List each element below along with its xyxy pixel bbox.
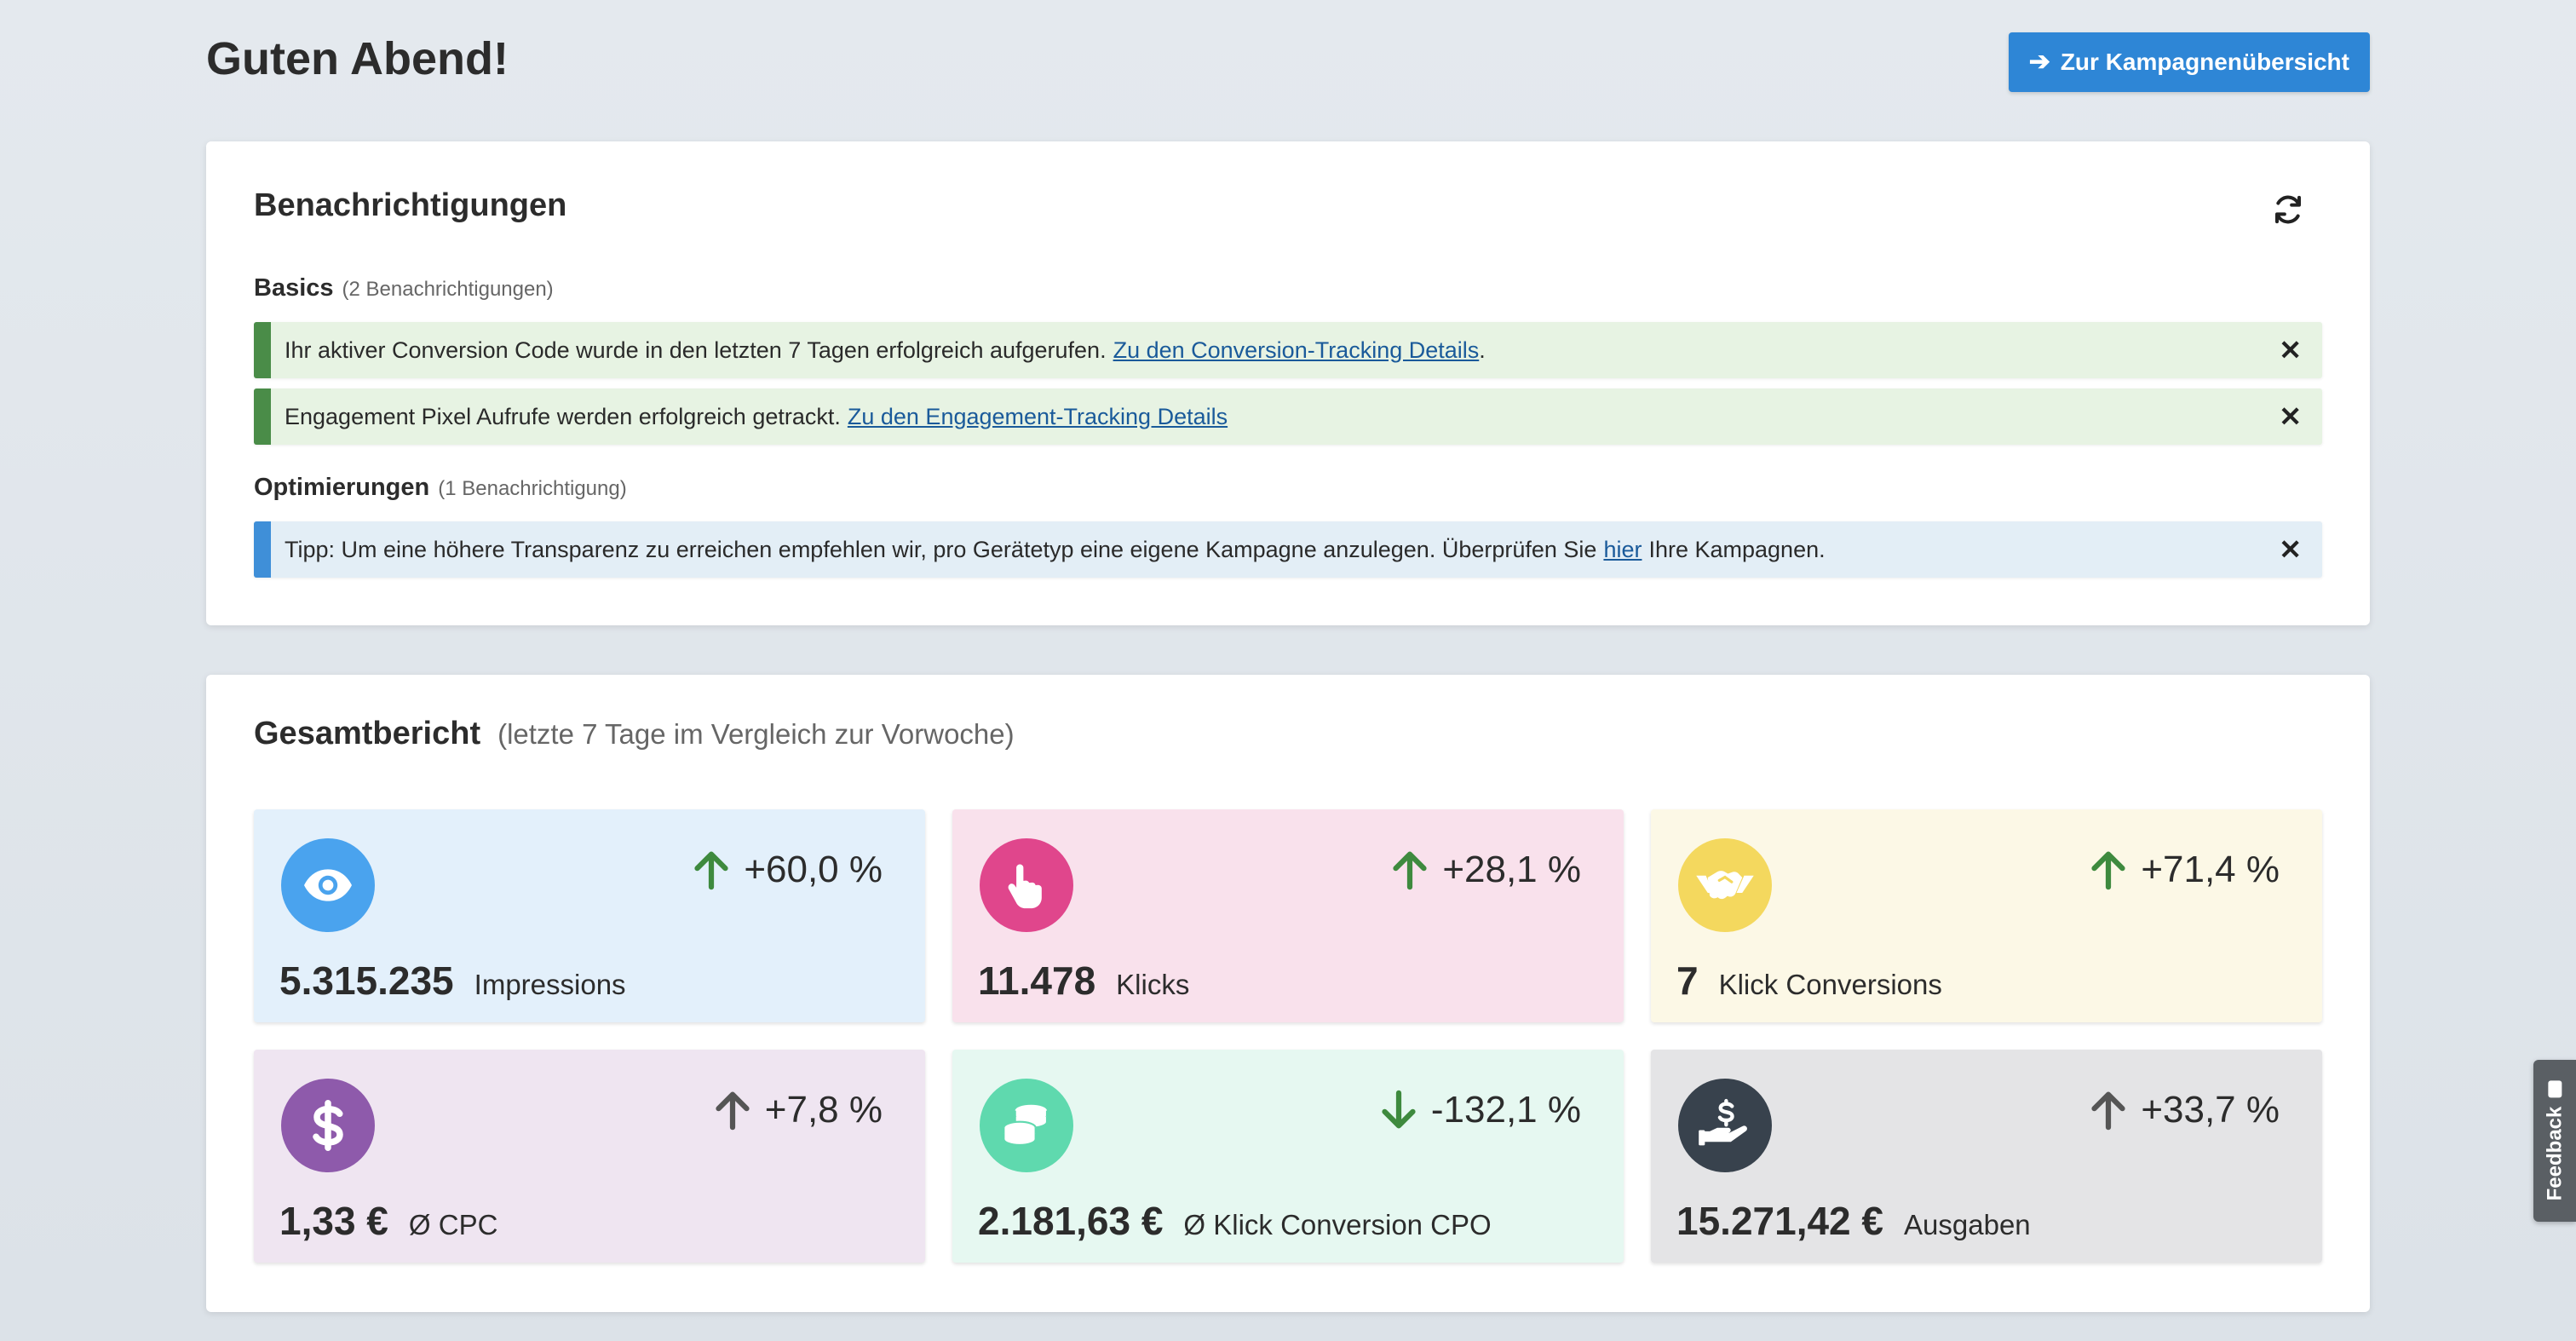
alert-tip-device-campaigns: Tipp: Um eine höhere Transparenz zu erre… bbox=[254, 521, 2322, 578]
alert-text-after: Ihre Kampagnen. bbox=[1648, 536, 1826, 562]
close-icon[interactable]: ✕ bbox=[2279, 534, 2302, 565]
alert-engagement-pixel: Engagement Pixel Aufrufe werden erfolgre… bbox=[254, 388, 2322, 445]
dollar-icon bbox=[313, 1100, 343, 1151]
kpi-change: +60,0 % bbox=[744, 849, 883, 890]
kpi-icon-circle bbox=[1678, 838, 1772, 932]
arrow-up-icon bbox=[2091, 1091, 2125, 1131]
kpi-icon-circle bbox=[281, 1079, 375, 1172]
report-subtitle: (letzte 7 Tage im Vergleich zur Vorwoche… bbox=[497, 718, 1015, 750]
alert-text: Tipp: Um eine höhere Transparenz zu erre… bbox=[285, 536, 1597, 562]
kpi-value: 5.315.235 bbox=[279, 958, 454, 1003]
comment-icon bbox=[2548, 1080, 2562, 1098]
kpi-label: Impressions bbox=[474, 969, 626, 1000]
notif-group-name: Optimierungen bbox=[254, 474, 430, 501]
notif-group-optimierungen: Optimierungen (1 Benachrichtigung) bbox=[254, 474, 627, 502]
kpi-icon-circle bbox=[980, 838, 1073, 932]
topbar: Guten Abend! ➔ Zur Kampagnenübersicht bbox=[206, 0, 2370, 141]
kpi-value: 1,33 € bbox=[279, 1199, 388, 1243]
notif-group-basics: Basics (2 Benachrichtigungen) bbox=[254, 274, 554, 302]
kpi-icon-circle bbox=[281, 838, 375, 932]
conversion-tracking-link[interactable]: Zu den Conversion-Tracking Details bbox=[1113, 337, 1480, 363]
kpi-label: Ø Klick Conversion CPO bbox=[1183, 1209, 1492, 1240]
notif-group-count: (1 Benachrichtigung) bbox=[438, 477, 627, 500]
kpi-trend: -132,1 % bbox=[1380, 1089, 1581, 1131]
arrow-right-icon: ➔ bbox=[2028, 48, 2050, 76]
coins-icon bbox=[1003, 1104, 1049, 1147]
handshake-icon bbox=[1696, 871, 1754, 900]
kpi-card-klicks: +28,1 % 11.478 Klicks bbox=[952, 809, 1624, 1022]
alert-text: Engagement Pixel Aufrufe werden erfolgre… bbox=[285, 403, 841, 429]
campaign-overview-label: Zur Kampagnenübersicht bbox=[2060, 49, 2349, 75]
feedback-tab[interactable]: Feedback bbox=[2533, 1060, 2576, 1222]
kpi-card-cpc: +7,8 % 1,33 € Ø CPC bbox=[254, 1050, 925, 1263]
kpi-value: 11.478 bbox=[978, 958, 1096, 1003]
kpi-change: +33,7 % bbox=[2141, 1089, 2280, 1131]
arrow-up-icon bbox=[694, 851, 728, 890]
engagement-tracking-link[interactable]: Zu den Engagement-Tracking Details bbox=[847, 403, 1228, 429]
kpi-trend: +71,4 % bbox=[2090, 849, 2280, 891]
kpi-card-impressions: +60,0 % 5.315.235 Impressions bbox=[254, 809, 925, 1022]
notif-group-name: Basics bbox=[254, 274, 334, 302]
kpi-trend: +33,7 % bbox=[2090, 1089, 2280, 1131]
refresh-icon[interactable] bbox=[2271, 193, 2305, 227]
close-icon[interactable]: ✕ bbox=[2279, 335, 2302, 365]
kpi-value: 2.181,63 € bbox=[978, 1199, 1164, 1243]
kpi-card-ausgaben: +33,7 % 15.271,42 € Ausgaben bbox=[1651, 1050, 2322, 1263]
kpi-value: 7 bbox=[1676, 958, 1699, 1003]
alert-text: Ihr aktiver Conversion Code wurde in den… bbox=[285, 337, 1107, 363]
feedback-label: Feedback bbox=[2543, 1106, 2566, 1201]
greeting-title: Guten Abend! bbox=[206, 33, 509, 84]
kpi-trend: +60,0 % bbox=[693, 849, 883, 891]
close-icon[interactable]: ✕ bbox=[2279, 401, 2302, 432]
campaigns-here-link[interactable]: hier bbox=[1603, 536, 1642, 562]
campaign-overview-button[interactable]: ➔ Zur Kampagnenübersicht bbox=[2008, 32, 2370, 92]
kpi-change: +7,8 % bbox=[764, 1089, 883, 1131]
hand-money-icon bbox=[1699, 1098, 1747, 1146]
hand-pointer-icon bbox=[1008, 864, 1042, 909]
kpi-card-klick-conversions: +71,4 % 7 Klick Conversions bbox=[1651, 809, 2322, 1022]
kpi-label: Klick Conversions bbox=[1718, 969, 1942, 1000]
notif-group-count: (2 Benachrichtigungen) bbox=[342, 278, 554, 301]
kpi-card-cpo: -132,1 % 2.181,63 € Ø Klick Conversion C… bbox=[952, 1050, 1624, 1263]
eye-icon bbox=[304, 869, 352, 901]
alert-text-after: . bbox=[1479, 337, 1486, 363]
report-heading: Gesamtbericht (letzte 7 Tage im Vergleic… bbox=[254, 716, 1015, 752]
kpi-change: +28,1 % bbox=[1442, 849, 1581, 890]
report-title: Gesamtbericht bbox=[254, 716, 481, 751]
kpi-change: +71,4 % bbox=[2141, 849, 2280, 890]
kpi-change: -132,1 % bbox=[1430, 1089, 1581, 1131]
arrow-down-icon bbox=[1382, 1090, 1416, 1129]
kpi-icon-circle bbox=[1678, 1079, 1772, 1172]
arrow-up-icon bbox=[716, 1091, 750, 1131]
report-card: Gesamtbericht (letzte 7 Tage im Vergleic… bbox=[206, 675, 2370, 1312]
kpi-label: Ø CPC bbox=[408, 1209, 498, 1240]
notifications-title: Benachrichtigungen bbox=[254, 187, 567, 223]
kpi-label: Ausgaben bbox=[1904, 1209, 2031, 1240]
arrow-up-icon bbox=[2091, 851, 2125, 890]
kpi-trend: +28,1 % bbox=[1391, 849, 1581, 891]
dashboard-page: Guten Abend! ➔ Zur Kampagnenübersicht Be… bbox=[206, 0, 2370, 1312]
alert-conversion-code: Ihr aktiver Conversion Code wurde in den… bbox=[254, 322, 2322, 378]
kpi-value: 15.271,42 € bbox=[1676, 1199, 1884, 1243]
kpi-label: Klicks bbox=[1116, 969, 1190, 1000]
arrow-up-icon bbox=[1393, 851, 1427, 890]
kpi-icon-circle bbox=[980, 1079, 1073, 1172]
kpi-trend: +7,8 % bbox=[714, 1089, 883, 1131]
notifications-card: Benachrichtigungen Basics (2 Benachrichti… bbox=[206, 141, 2370, 625]
